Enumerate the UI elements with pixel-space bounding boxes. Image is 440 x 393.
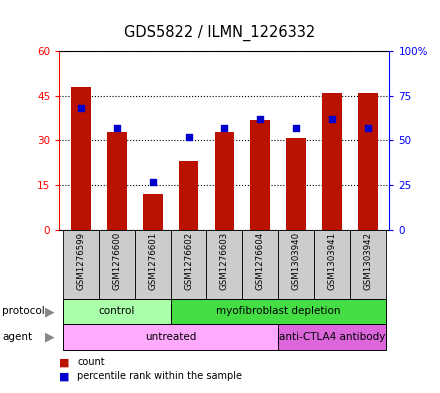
Bar (206, 230, 242, 299)
Text: GSM1276604: GSM1276604 (256, 232, 265, 290)
Bar (135, 230, 171, 299)
Bar (63, 230, 99, 299)
Point (149, 178, 156, 185)
Bar (322, 93, 342, 230)
Bar (350, 230, 386, 299)
Point (293, 125, 300, 131)
Point (185, 134, 192, 140)
Text: agent: agent (2, 332, 32, 342)
Point (364, 125, 371, 131)
Text: GSM1303940: GSM1303940 (292, 232, 301, 290)
Point (221, 125, 228, 131)
Bar (171, 230, 206, 299)
Bar (242, 230, 278, 299)
Bar (143, 194, 162, 230)
Bar (107, 132, 127, 230)
Bar (314, 230, 350, 299)
Bar (286, 138, 306, 230)
Text: GSM1276602: GSM1276602 (184, 232, 193, 290)
Text: ■: ■ (59, 357, 70, 367)
Text: ▶: ▶ (45, 305, 55, 318)
Bar (278, 230, 314, 299)
Text: ■: ■ (59, 371, 70, 381)
Bar (171, 299, 386, 324)
Bar (179, 162, 198, 230)
Text: count: count (77, 357, 105, 367)
Bar (63, 324, 278, 350)
Bar (358, 93, 378, 230)
Text: myofibroblast depletion: myofibroblast depletion (216, 307, 341, 316)
Bar (63, 299, 171, 324)
Bar (99, 230, 135, 299)
Text: GSM1276600: GSM1276600 (112, 232, 121, 290)
Text: GDS5822 / ILMN_1226332: GDS5822 / ILMN_1226332 (125, 25, 315, 41)
Point (329, 116, 336, 122)
Text: control: control (99, 307, 135, 316)
Text: GSM1276599: GSM1276599 (77, 232, 85, 290)
Bar (250, 119, 270, 230)
Text: GSM1303941: GSM1303941 (327, 232, 337, 290)
Point (113, 125, 120, 131)
Text: GSM1276603: GSM1276603 (220, 232, 229, 290)
Text: untreated: untreated (145, 332, 196, 342)
Text: protocol: protocol (2, 307, 45, 316)
Text: GSM1303942: GSM1303942 (363, 232, 372, 290)
Point (257, 116, 264, 122)
Text: GSM1276601: GSM1276601 (148, 232, 157, 290)
Text: anti-CTLA4 antibody: anti-CTLA4 antibody (279, 332, 385, 342)
Point (77, 105, 84, 112)
Bar (71, 87, 91, 230)
Text: ▶: ▶ (45, 331, 55, 343)
Bar (215, 132, 234, 230)
Bar (278, 324, 386, 350)
Text: percentile rank within the sample: percentile rank within the sample (77, 371, 242, 381)
